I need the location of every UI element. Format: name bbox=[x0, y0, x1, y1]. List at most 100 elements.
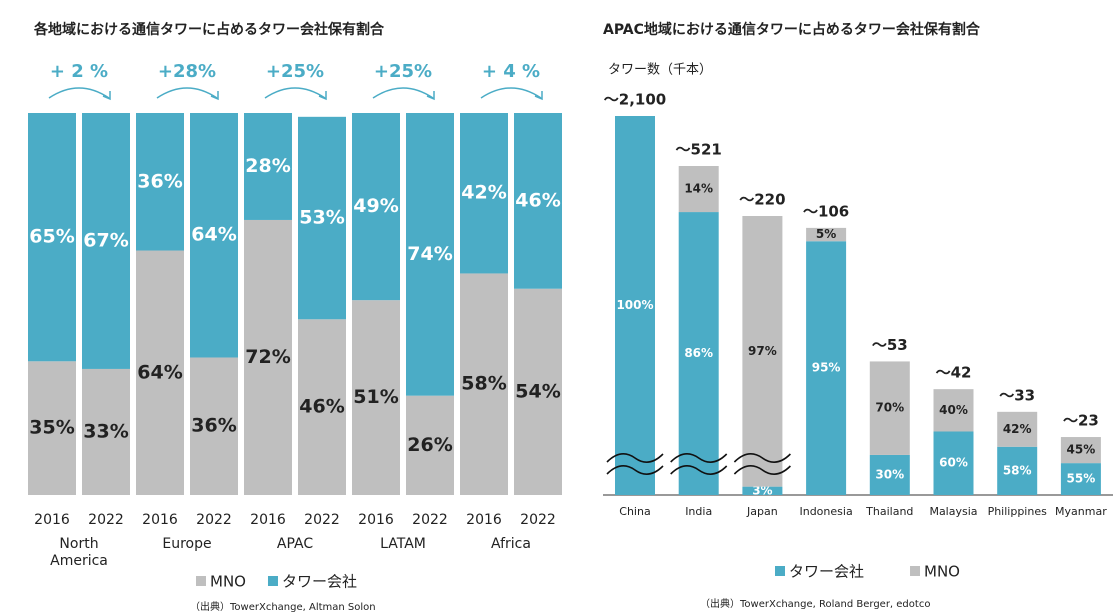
value-label: 58% bbox=[461, 373, 506, 395]
value-label: 46% bbox=[299, 396, 344, 418]
bar-segment bbox=[82, 113, 130, 369]
value-label: 97% bbox=[748, 344, 777, 358]
source: （出典）TowerXchange, Altman Solon bbox=[190, 600, 376, 613]
value-label: 60% bbox=[939, 456, 968, 470]
bar-segment bbox=[1060, 463, 1101, 495]
arrow-head bbox=[210, 91, 219, 101]
x-tick-label: Japan bbox=[746, 505, 778, 518]
bar-segment bbox=[82, 368, 130, 495]
bar-segment bbox=[460, 113, 508, 274]
arrow-head bbox=[102, 91, 111, 101]
x-tick-label: India bbox=[685, 505, 712, 518]
bar-segment bbox=[244, 113, 292, 220]
bar-segment bbox=[1060, 437, 1101, 464]
value-label: 5% bbox=[816, 227, 836, 241]
total-label: 〜2,100 bbox=[604, 91, 666, 109]
bar-segment bbox=[244, 219, 292, 495]
value-label: 36% bbox=[137, 170, 182, 192]
break-mark bbox=[733, 453, 791, 463]
break-mark bbox=[733, 465, 791, 475]
bar-segment bbox=[406, 395, 454, 495]
total-label: 〜521 bbox=[676, 141, 722, 159]
legend-swatch bbox=[267, 576, 278, 586]
value-label: 51% bbox=[353, 386, 398, 408]
value-label: 55% bbox=[1067, 472, 1096, 486]
x-tick-label: Malaysia bbox=[929, 505, 977, 518]
bar-segment bbox=[460, 273, 508, 495]
bar-segment bbox=[933, 431, 974, 495]
bar-segment bbox=[298, 319, 346, 495]
bar-segment bbox=[406, 113, 454, 396]
value-label: 45% bbox=[1067, 443, 1096, 457]
value-label: 33% bbox=[83, 420, 128, 442]
bar-segment bbox=[678, 212, 719, 495]
x-tick-label: 2022 bbox=[304, 512, 340, 528]
bar-segment bbox=[869, 361, 910, 455]
x-tick-label: 2016 bbox=[250, 512, 286, 528]
x-tick-label: 2016 bbox=[466, 512, 502, 528]
value-label: 46% bbox=[515, 189, 560, 211]
annotation: +25% bbox=[374, 61, 432, 82]
value-label: 35% bbox=[29, 417, 74, 439]
arrow-head bbox=[426, 91, 435, 101]
break-mark bbox=[670, 453, 728, 463]
bar-segment bbox=[136, 250, 184, 495]
total-label: 〜42 bbox=[936, 364, 972, 382]
total-label: 〜33 bbox=[999, 386, 1035, 404]
value-label: 40% bbox=[939, 403, 968, 417]
value-label: 42% bbox=[461, 182, 506, 204]
break-mark bbox=[606, 453, 664, 463]
group-label: Europe bbox=[162, 536, 212, 552]
bar-segment bbox=[28, 113, 76, 362]
annotation: + 4 % bbox=[482, 61, 540, 82]
x-tick-label: 2016 bbox=[34, 512, 70, 528]
value-label: 58% bbox=[1003, 463, 1032, 477]
group-label: Africa bbox=[491, 536, 531, 552]
legend-label: MNO bbox=[210, 573, 246, 591]
value-label: 100% bbox=[616, 298, 653, 312]
bar-segment bbox=[869, 454, 910, 495]
arrow bbox=[480, 87, 542, 99]
axis-label: タワー数（千本） bbox=[608, 63, 712, 78]
value-label: 14% bbox=[684, 182, 713, 196]
value-label: 49% bbox=[353, 195, 398, 217]
legend-label: MNO bbox=[924, 563, 960, 581]
x-tick-label: China bbox=[619, 505, 650, 518]
bar-segment bbox=[514, 113, 562, 289]
value-label: 95% bbox=[812, 361, 841, 375]
source: （出典）TowerXchange, Roland Berger, edotco bbox=[700, 597, 930, 610]
bar-segment bbox=[742, 216, 783, 487]
x-tick-label: 2022 bbox=[520, 512, 556, 528]
x-tick-label: Philippines bbox=[988, 505, 1048, 518]
group-label: APAC bbox=[276, 536, 314, 552]
bar-segment bbox=[190, 113, 238, 358]
group-label: LATAM bbox=[380, 536, 426, 552]
x-tick-label: 2016 bbox=[358, 512, 394, 528]
value-label: 70% bbox=[875, 401, 904, 415]
bar-segment bbox=[806, 241, 847, 495]
bar-segment bbox=[298, 116, 346, 320]
x-tick-label: 2022 bbox=[412, 512, 448, 528]
value-label: 30% bbox=[875, 467, 904, 481]
total-label: 〜106 bbox=[803, 202, 849, 220]
value-label: 26% bbox=[407, 434, 452, 456]
bar-segment bbox=[678, 166, 719, 213]
legend-swatch bbox=[775, 566, 785, 576]
arrow bbox=[264, 87, 326, 99]
value-label: 64% bbox=[191, 224, 236, 246]
value-label: 54% bbox=[515, 380, 560, 402]
x-tick-label: Myanmar bbox=[1055, 505, 1107, 518]
x-tick-label: 2016 bbox=[142, 512, 178, 528]
bar-segment bbox=[933, 389, 974, 432]
group-label: North America bbox=[50, 536, 108, 569]
arrow bbox=[372, 87, 434, 99]
annotation: + 2 % bbox=[50, 61, 108, 82]
annotation: +28% bbox=[158, 61, 216, 82]
legend-swatch bbox=[910, 566, 921, 576]
legend-label: タワー会社 bbox=[789, 563, 864, 581]
value-label: 53% bbox=[299, 207, 344, 229]
value-label: 64% bbox=[137, 361, 182, 383]
value-label: 28% bbox=[245, 155, 290, 177]
arrow bbox=[156, 87, 218, 99]
